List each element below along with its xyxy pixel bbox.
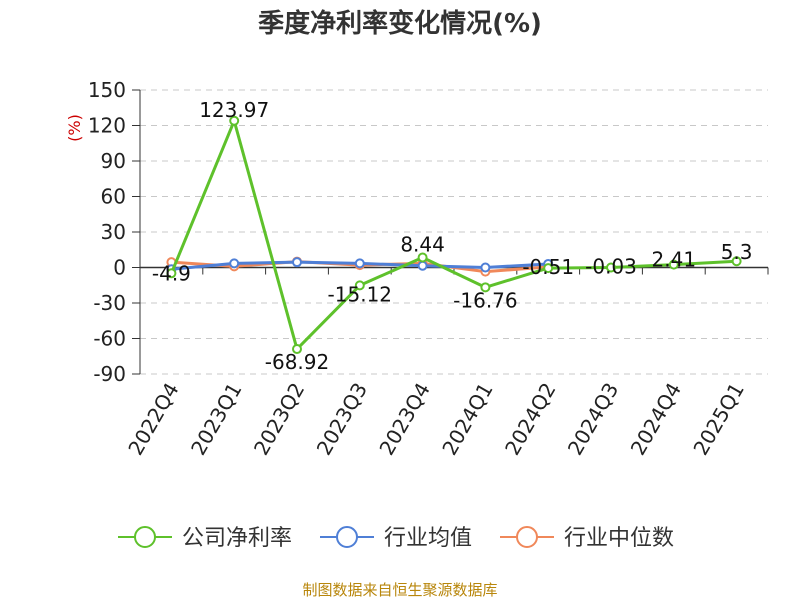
legend-label: 公司净利率 bbox=[182, 526, 292, 551]
y-axis-ticks: 150 120 90 60 30 0 -30 -60 -90 bbox=[88, 78, 141, 386]
legend-item[interactable]: 行业均值 bbox=[320, 526, 472, 551]
legend-label: 行业中位数 bbox=[564, 526, 674, 551]
series-point[interactable] bbox=[229, 258, 240, 269]
legend-marker bbox=[336, 526, 358, 548]
data-labels: -4.9 123.97 -68.92 -15.12 8.44 -16.76-0.51 -0.… bbox=[152, 98, 753, 374]
y-tick-label: 120 bbox=[88, 114, 126, 138]
series-point[interactable] bbox=[543, 263, 554, 274]
legend-marker bbox=[134, 526, 156, 548]
x-axis: 2022Q4 2023Q1 2023Q2 2023Q3 2023Q4 2024Q1 2024… bbox=[123, 266, 769, 460]
series-point[interactable] bbox=[606, 262, 616, 273]
data-label: 2.41 bbox=[652, 248, 697, 272]
y-tick-label: 60 bbox=[101, 185, 126, 209]
legend-label: 行业均值 bbox=[384, 526, 472, 551]
x-tick-label: 2023Q3 bbox=[312, 379, 372, 460]
y-tick-label: 90 bbox=[101, 149, 126, 173]
data-label: -68.92 bbox=[265, 350, 329, 374]
x-tick-label: 2023Q1 bbox=[186, 379, 246, 460]
series-point[interactable] bbox=[668, 259, 679, 270]
series-point[interactable] bbox=[354, 258, 365, 269]
data-label: -15.12 bbox=[328, 282, 392, 306]
series-point[interactable] bbox=[480, 262, 491, 273]
series-lines bbox=[166, 115, 742, 355]
series-point[interactable] bbox=[292, 257, 302, 268]
x-tick-label: 2024Q1 bbox=[437, 379, 497, 460]
source-note: 制图数据来自恒生聚源数据库 bbox=[302, 581, 497, 599]
legend-marker bbox=[516, 526, 538, 548]
data-label: 8.44 bbox=[400, 233, 445, 257]
x-tick-label: 2023Q2 bbox=[249, 379, 309, 460]
y-tick-label: 150 bbox=[88, 78, 126, 102]
series-point[interactable] bbox=[480, 282, 491, 293]
legend[interactable]: 公司净利率 行业均值 行业中位数 bbox=[118, 526, 674, 551]
x-tick-label: 2024Q2 bbox=[500, 379, 560, 460]
series-point[interactable] bbox=[354, 280, 365, 291]
series-point[interactable] bbox=[229, 115, 240, 126]
x-tick-label: 2024Q3 bbox=[563, 379, 623, 460]
x-tick-label: 2022Q4 bbox=[123, 379, 183, 460]
data-label: 123.97 bbox=[199, 98, 269, 122]
y-tick-label: 0 bbox=[113, 256, 126, 280]
series-point[interactable] bbox=[166, 268, 177, 279]
x-tick-label: 2025Q1 bbox=[688, 379, 748, 460]
series-point[interactable] bbox=[417, 260, 428, 271]
y-axis-label: (%) bbox=[65, 114, 84, 142]
series-line-0 bbox=[170, 119, 737, 351]
series-point[interactable] bbox=[731, 256, 742, 267]
data-label: -0.51 bbox=[522, 255, 574, 279]
legend-item[interactable]: 行业中位数 bbox=[500, 526, 674, 551]
y-tick-label: -30 bbox=[93, 291, 126, 315]
series-point[interactable] bbox=[292, 344, 302, 355]
data-label: -4.9 bbox=[152, 261, 191, 285]
data-label: 5.3 bbox=[721, 240, 753, 264]
data-label: -16.76 bbox=[453, 288, 517, 312]
y-tick-label: -90 bbox=[93, 362, 126, 386]
x-tick-label: 2023Q4 bbox=[374, 379, 434, 460]
y-tick-label: -60 bbox=[93, 327, 126, 351]
legend-item[interactable]: 公司净利率 bbox=[118, 526, 292, 551]
chart-title: 季度净利率变化情况(%) bbox=[258, 8, 542, 39]
data-label: -0.03 bbox=[585, 255, 637, 279]
y-tick-label: 30 bbox=[101, 220, 126, 244]
series-point[interactable] bbox=[417, 252, 428, 263]
x-tick-label: 2024Q4 bbox=[626, 379, 686, 460]
grid-lines bbox=[140, 89, 768, 375]
